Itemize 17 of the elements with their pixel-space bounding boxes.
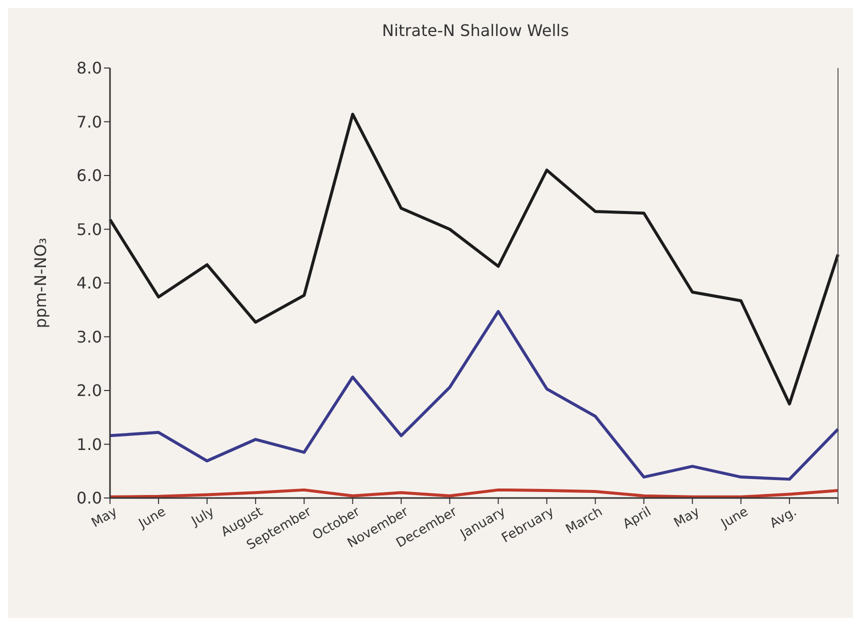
y-tick-label: 8.0 bbox=[76, 58, 102, 78]
y-tick-label: 7.0 bbox=[76, 112, 102, 132]
chart-title: Nitrate-N Shallow Wells bbox=[382, 21, 569, 40]
x-tick-label: May bbox=[672, 504, 703, 531]
x-tick-label: Avg. bbox=[768, 504, 800, 532]
x-tick-label: June bbox=[718, 504, 751, 532]
y-tick-label: 3.0 bbox=[76, 327, 102, 346]
line-series bbox=[108, 310, 840, 481]
y-tick-label: 6.0 bbox=[76, 166, 102, 186]
y-tick-label: 5.0 bbox=[76, 220, 102, 239]
line-series bbox=[108, 112, 840, 406]
y-axis-title: ppm-N-NO₃ bbox=[31, 238, 50, 328]
y-tick-label: 1.0 bbox=[76, 434, 102, 454]
y-tick-label: 2.0 bbox=[76, 381, 102, 400]
y-tick-label: 4.0 bbox=[76, 274, 102, 293]
x-tick-label: June bbox=[136, 504, 169, 532]
x-tick-label: July bbox=[188, 504, 218, 530]
